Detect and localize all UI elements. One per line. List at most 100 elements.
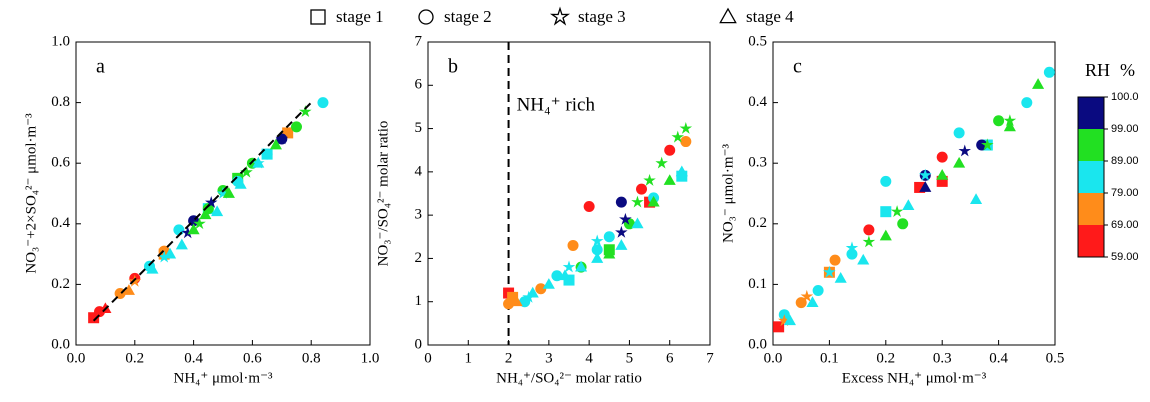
x-tick-label: 0.2 bbox=[876, 350, 895, 366]
point bbox=[643, 173, 656, 186]
reference-line bbox=[92, 101, 312, 322]
point bbox=[317, 97, 329, 109]
point bbox=[845, 241, 859, 254]
point bbox=[812, 284, 824, 296]
colorbar-tick-label: 89.00 bbox=[1111, 155, 1139, 167]
point bbox=[880, 206, 892, 218]
legend-marker bbox=[719, 7, 737, 24]
point bbox=[981, 138, 994, 151]
point bbox=[282, 127, 294, 139]
point bbox=[603, 247, 616, 259]
legend-marker bbox=[549, 6, 571, 26]
point bbox=[857, 253, 870, 265]
point bbox=[675, 165, 688, 177]
point bbox=[562, 260, 576, 273]
colorbar-band bbox=[1078, 129, 1104, 161]
point bbox=[897, 218, 909, 230]
point bbox=[879, 229, 892, 241]
point bbox=[1021, 97, 1033, 109]
y-tick-label: 5 bbox=[415, 120, 423, 136]
point bbox=[806, 296, 819, 307]
point bbox=[953, 127, 965, 139]
point bbox=[164, 247, 177, 259]
y-tick-label: 0 bbox=[415, 336, 423, 352]
point bbox=[558, 269, 572, 281]
point bbox=[269, 138, 282, 150]
point bbox=[173, 224, 185, 236]
point bbox=[1043, 66, 1055, 78]
point bbox=[1003, 114, 1017, 127]
point bbox=[615, 196, 627, 208]
x-tick-label: 0.4 bbox=[989, 350, 1008, 366]
y-tick-label: 0.2 bbox=[51, 276, 70, 292]
x-tick-label: 0.3 bbox=[933, 350, 952, 366]
point bbox=[993, 115, 1005, 127]
y-tick-label: 3 bbox=[415, 207, 423, 223]
y-tick-label: 6 bbox=[415, 77, 423, 93]
x-tick-label: 5 bbox=[626, 350, 634, 366]
point bbox=[680, 136, 692, 148]
point bbox=[862, 235, 876, 248]
point bbox=[880, 175, 892, 187]
colorbar-frame bbox=[1077, 96, 1105, 258]
point bbox=[829, 254, 841, 266]
x-tick-label: 7 bbox=[706, 350, 714, 366]
point bbox=[590, 234, 604, 247]
point bbox=[234, 178, 247, 189]
colorbar-band bbox=[1078, 161, 1104, 193]
point bbox=[655, 156, 668, 169]
point bbox=[1003, 120, 1016, 132]
point bbox=[834, 272, 847, 283]
y-tick-label: 0.4 bbox=[748, 94, 767, 110]
panel-label: b bbox=[448, 56, 458, 78]
point bbox=[205, 196, 218, 208]
point bbox=[919, 168, 932, 181]
point bbox=[636, 183, 648, 195]
point bbox=[1032, 78, 1045, 89]
y-tick-label: 0.8 bbox=[51, 94, 70, 110]
point bbox=[181, 226, 194, 239]
point bbox=[88, 312, 100, 324]
x-tick-label: 0.4 bbox=[184, 350, 203, 366]
point bbox=[146, 262, 159, 274]
colorbar-unit: % bbox=[1120, 60, 1135, 80]
legend-label: stage 2 bbox=[444, 7, 492, 26]
point bbox=[936, 168, 949, 180]
point bbox=[551, 270, 563, 282]
colorbar-tick-label: 100.0 bbox=[1111, 91, 1139, 103]
point bbox=[647, 195, 660, 207]
point bbox=[575, 260, 588, 272]
x-tick-label: 2 bbox=[505, 350, 513, 366]
y-tick-label: 0.6 bbox=[51, 155, 70, 171]
point bbox=[275, 132, 289, 145]
colorbar-tick-label: 69.00 bbox=[1111, 219, 1139, 231]
point bbox=[187, 223, 200, 235]
point bbox=[542, 278, 555, 289]
x-tick-label: 0.8 bbox=[302, 350, 321, 366]
point bbox=[631, 217, 644, 229]
annotation: NH₄⁺ rich bbox=[517, 94, 596, 115]
x-tick-label: 0.0 bbox=[764, 350, 783, 366]
point bbox=[199, 208, 212, 220]
point bbox=[619, 212, 632, 225]
y-tick-label: 7 bbox=[415, 33, 423, 49]
legend-marker bbox=[310, 9, 326, 25]
y-axis-label: NO₃⁻+2×SO₄²⁻ μmol·m⁻³ bbox=[23, 113, 39, 274]
panel-label: a bbox=[96, 56, 105, 78]
y-tick-label: 1.0 bbox=[51, 33, 70, 49]
point bbox=[631, 195, 644, 208]
point bbox=[157, 250, 171, 263]
colorbar-band bbox=[1078, 193, 1104, 225]
point bbox=[507, 291, 519, 303]
point bbox=[222, 187, 235, 198]
point bbox=[535, 283, 547, 295]
y-tick-label: 2 bbox=[415, 250, 423, 266]
y-tick-label: 0.0 bbox=[748, 336, 767, 352]
y-tick-label: 4 bbox=[415, 163, 423, 179]
point bbox=[800, 289, 814, 302]
colorbar-tick-label: 59.00 bbox=[1111, 251, 1139, 263]
point bbox=[583, 200, 595, 212]
point bbox=[679, 122, 693, 134]
y-tick-label: 0.1 bbox=[748, 276, 767, 292]
y-tick-label: 0.5 bbox=[748, 33, 767, 49]
